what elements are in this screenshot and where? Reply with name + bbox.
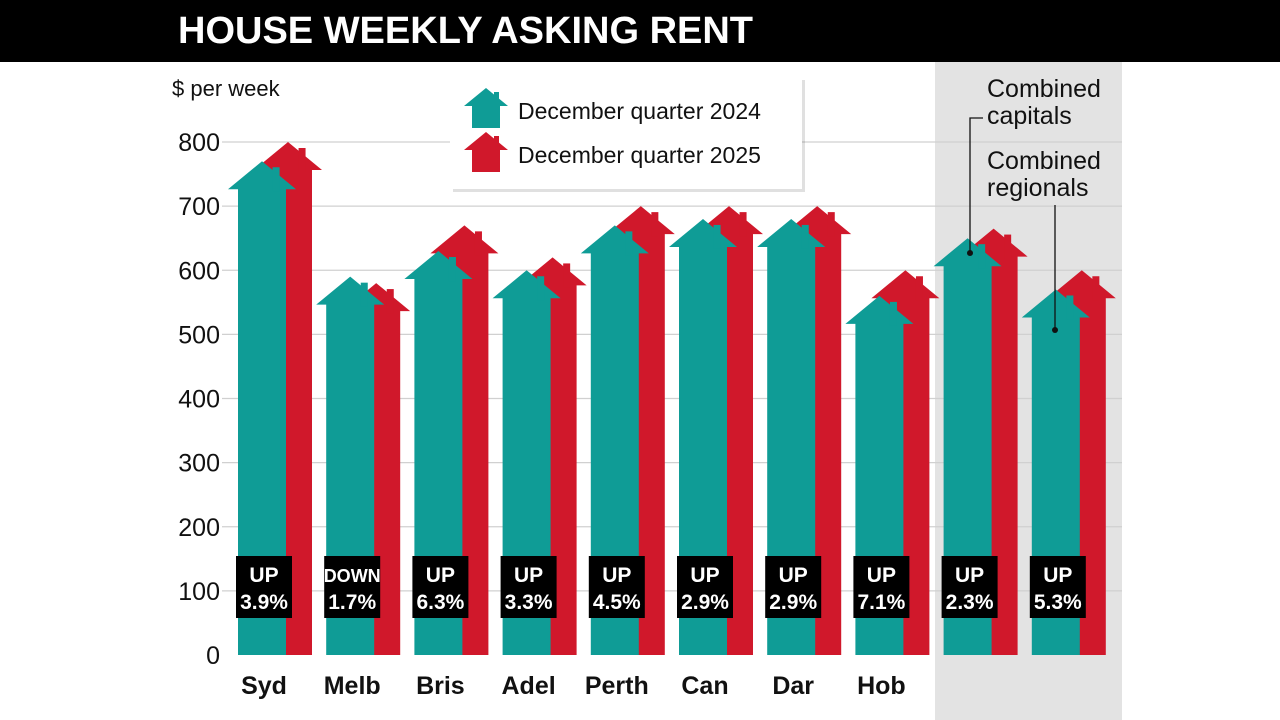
y-tick-label: 400	[178, 386, 220, 414]
change-label-box	[853, 556, 910, 618]
x-tick-label: Bris	[416, 672, 465, 700]
change-label-box	[765, 556, 822, 618]
bar-2024-chimney	[448, 257, 456, 282]
y-tick-label: 100	[178, 578, 220, 606]
title-bar: HOUSE WEEKLY ASKING RENT	[0, 0, 1280, 62]
change-percent: 2.9%	[681, 591, 729, 614]
y-tick-label: 600	[178, 257, 220, 285]
legend	[450, 77, 802, 189]
change-percent: 2.3%	[946, 591, 994, 614]
change-direction: UP	[1043, 564, 1072, 587]
bar-2024	[580, 225, 649, 656]
change-direction: UP	[867, 564, 896, 587]
y-tick-label: 500	[178, 321, 220, 349]
annotation-dot	[967, 250, 973, 256]
change-direction: UP	[779, 564, 808, 587]
bar-2025-chimney	[1004, 234, 1012, 259]
change-direction: UP	[955, 564, 984, 587]
x-tick-label: Dar	[772, 672, 814, 700]
change-percent: 3.9%	[240, 591, 288, 614]
change-label-box	[1029, 556, 1086, 618]
y-tick-label: 300	[178, 450, 220, 478]
change-percent: 4.5%	[593, 591, 641, 614]
bar-2024-chimney	[713, 224, 721, 249]
change-direction: UP	[426, 564, 455, 587]
change-percent: 3.3%	[505, 591, 553, 614]
change-percent: 7.1%	[857, 591, 905, 614]
change-label-box	[500, 556, 557, 618]
x-tick-label: Adel	[502, 672, 556, 700]
x-tick-label: Melb	[324, 672, 381, 700]
bar-2024	[669, 218, 737, 655]
annotation-dot	[1052, 327, 1058, 333]
bar-2025-chimney	[298, 148, 306, 172]
bar-2024	[757, 218, 826, 655]
annotation-combined-regionals: Combined regionals	[987, 147, 1101, 202]
change-label-box	[941, 556, 998, 618]
change-percent: 1.7%	[328, 591, 376, 614]
change-label-box	[324, 556, 381, 618]
legend-label: December quarter 2025	[518, 142, 761, 168]
change-percent: 2.9%	[769, 591, 817, 614]
change-label-box	[677, 556, 733, 618]
bar-2025-chimney	[386, 289, 394, 314]
change-label-box	[588, 556, 645, 618]
y-tick-label: 0	[206, 642, 220, 670]
chart-title: HOUSE WEEKLY ASKING RENT	[178, 10, 754, 52]
bar-2024-chimney	[360, 282, 368, 307]
bar-2024-chimney	[537, 276, 545, 301]
bar-2024-chimney	[1066, 295, 1074, 320]
bar-2024	[404, 251, 473, 655]
bar-2024	[933, 238, 1002, 655]
annotation-leader-capitals	[969, 117, 983, 253]
bar-2025-chimney	[563, 263, 571, 288]
change-direction: DOWN	[324, 566, 381, 586]
change-direction: UP	[249, 564, 278, 587]
bar-2025-chimney	[739, 212, 747, 237]
change-percent: 5.3%	[1034, 591, 1082, 614]
y-axis-label: $ per week	[172, 76, 281, 101]
bar-2024	[228, 161, 296, 656]
bar-2025-chimney	[1092, 276, 1100, 301]
change-direction: UP	[690, 564, 719, 587]
bar-2025-chimney	[915, 276, 923, 301]
legend-house-chimney	[494, 92, 499, 104]
y-tick-label: 200	[178, 514, 220, 542]
x-tick-label: Syd	[241, 672, 287, 700]
legend-house-chimney	[494, 136, 499, 148]
change-label-box	[236, 556, 292, 618]
x-tick-label: Hob	[857, 672, 906, 700]
y-tick-label: 800	[178, 129, 220, 157]
bar-2025-chimney	[651, 212, 659, 237]
annotation-combined-capitals: Combined capitals	[987, 75, 1101, 130]
change-percent: 6.3%	[416, 591, 464, 614]
legend-label: December quarter 2024	[518, 98, 761, 124]
change-direction: UP	[602, 564, 631, 587]
bar-2024-chimney	[889, 301, 897, 326]
change-label-box	[412, 556, 469, 618]
change-direction: UP	[514, 564, 543, 587]
bar-2024-chimney	[625, 231, 633, 256]
bar-2024-chimney	[272, 167, 280, 192]
x-tick-label: Perth	[585, 672, 649, 700]
bar-2025-chimney	[474, 231, 482, 256]
bar-2024-chimney	[801, 224, 809, 249]
y-tick-label: 700	[178, 193, 220, 221]
bar-2025-chimney	[827, 212, 835, 237]
bar-2024-chimney	[978, 244, 986, 269]
x-tick-label: Can	[681, 672, 728, 700]
